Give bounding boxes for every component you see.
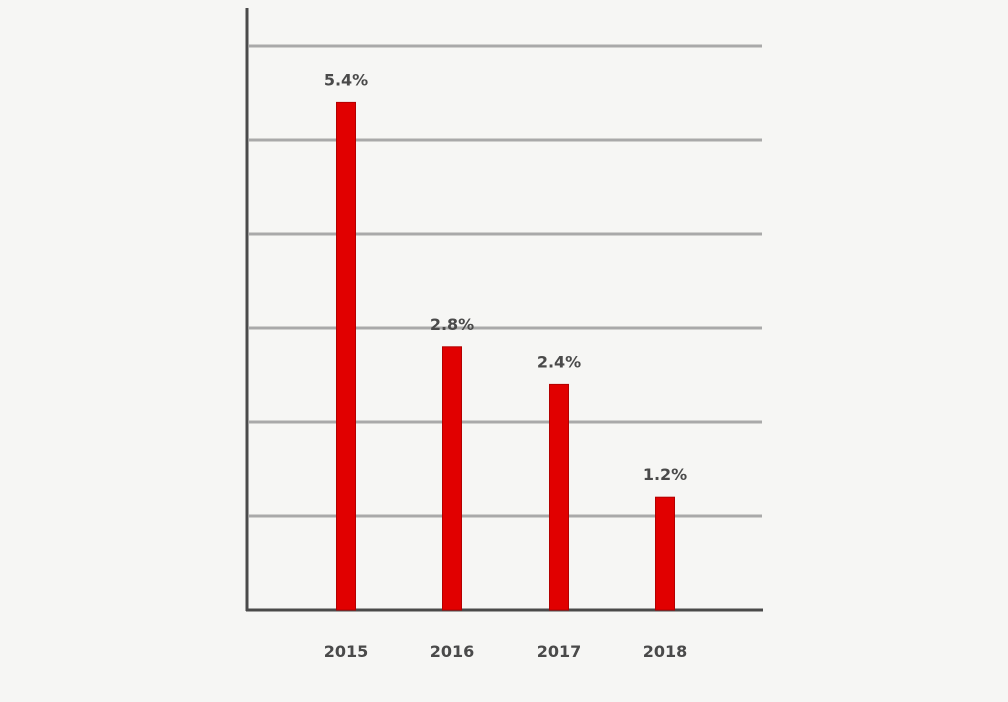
bar-2017 xyxy=(549,383,569,611)
x-tick-label-2015: 2015 xyxy=(324,642,369,661)
data-label-2018: 1.2% xyxy=(643,465,687,484)
x-tick-label-2016: 2016 xyxy=(430,642,475,661)
data-label-2015: 5.4% xyxy=(324,70,368,89)
gridlines xyxy=(249,44,762,518)
x-tick-labels: 2015 2016 2017 2018 xyxy=(324,642,688,661)
x-tick-label-2018: 2018 xyxy=(643,642,688,661)
data-label-2016: 2.8% xyxy=(430,315,474,334)
bar-2016 xyxy=(442,346,462,611)
x-tick-label-2017: 2017 xyxy=(537,642,582,661)
data-label-2017: 2.4% xyxy=(537,352,581,371)
bar-2018 xyxy=(655,496,675,611)
bar-2015 xyxy=(336,101,356,611)
bars xyxy=(336,101,675,611)
data-labels: 5.4% 2.8% 2.4% 1.2% xyxy=(324,70,687,484)
